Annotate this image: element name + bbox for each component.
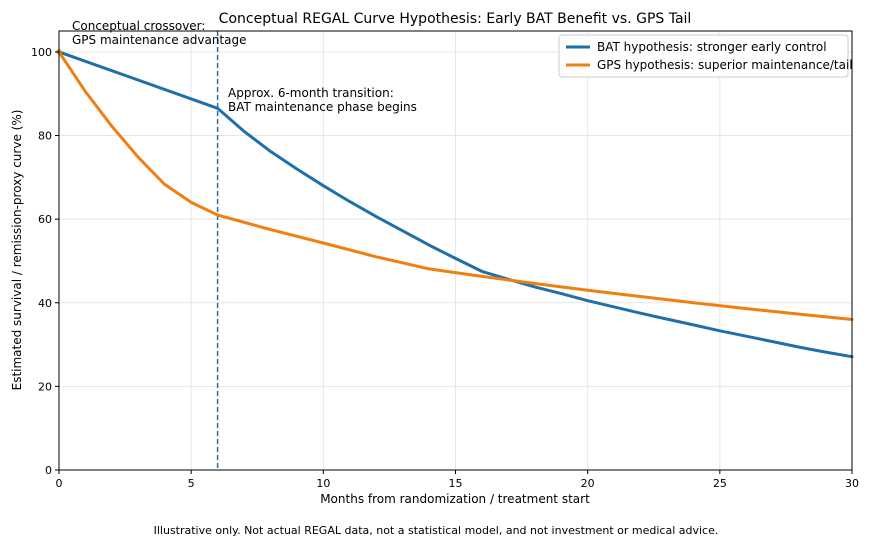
y-tick-label: 20 bbox=[38, 380, 52, 393]
x-tick-label: 0 bbox=[56, 477, 63, 490]
x-tick-label: 10 bbox=[316, 477, 330, 490]
annotation-transition-line1: Approx. 6-month transition: bbox=[228, 86, 394, 100]
series-line-gps bbox=[57, 50, 854, 321]
chart-title: Conceptual REGAL Curve Hypothesis: Early… bbox=[219, 11, 692, 27]
annotation-transition: Approx. 6-month transition: BAT maintena… bbox=[228, 86, 417, 114]
x-tick-label: 30 bbox=[845, 477, 859, 490]
axis-ticks: 0 5 10 15 20 25 30 0 20 40 60 80 100 bbox=[31, 46, 859, 490]
legend-label-gps: GPS hypothesis: superior maintenance/tai… bbox=[597, 58, 853, 72]
grid bbox=[58, 31, 853, 471]
x-axis-label: Months from randomization / treatment st… bbox=[320, 492, 590, 506]
annotations: Conceptual crossover: GPS maintenance ad… bbox=[72, 19, 417, 114]
series-lines bbox=[56, 49, 854, 359]
x-tick-label: 25 bbox=[713, 477, 727, 490]
x-tick-label: 20 bbox=[581, 477, 595, 490]
y-tick-label: 100 bbox=[31, 46, 52, 59]
y-axis-label: Estimated survival / remission-proxy cur… bbox=[10, 110, 24, 391]
legend-box bbox=[558, 34, 849, 78]
y-tick-label: 0 bbox=[45, 464, 52, 477]
annotation-transition-line2: BAT maintenance phase begins bbox=[228, 100, 417, 114]
legend: BAT hypothesis: stronger early control G… bbox=[558, 34, 853, 78]
legend-label-bat: BAT hypothesis: stronger early control bbox=[597, 40, 827, 54]
y-tick-label: 80 bbox=[38, 130, 52, 143]
x-tick-label: 15 bbox=[449, 477, 463, 490]
annotation-crossover: Conceptual crossover: GPS maintenance ad… bbox=[72, 19, 247, 47]
x-tick-label: 5 bbox=[188, 477, 195, 490]
disclaimer-caption: Illustrative only. Not actual REGAL data… bbox=[153, 524, 719, 537]
annotation-crossover-line1: Conceptual crossover: bbox=[72, 19, 205, 33]
annotation-crossover-line2: GPS maintenance advantage bbox=[72, 33, 247, 47]
y-tick-label: 60 bbox=[38, 213, 52, 226]
y-tick-label: 40 bbox=[38, 297, 52, 310]
